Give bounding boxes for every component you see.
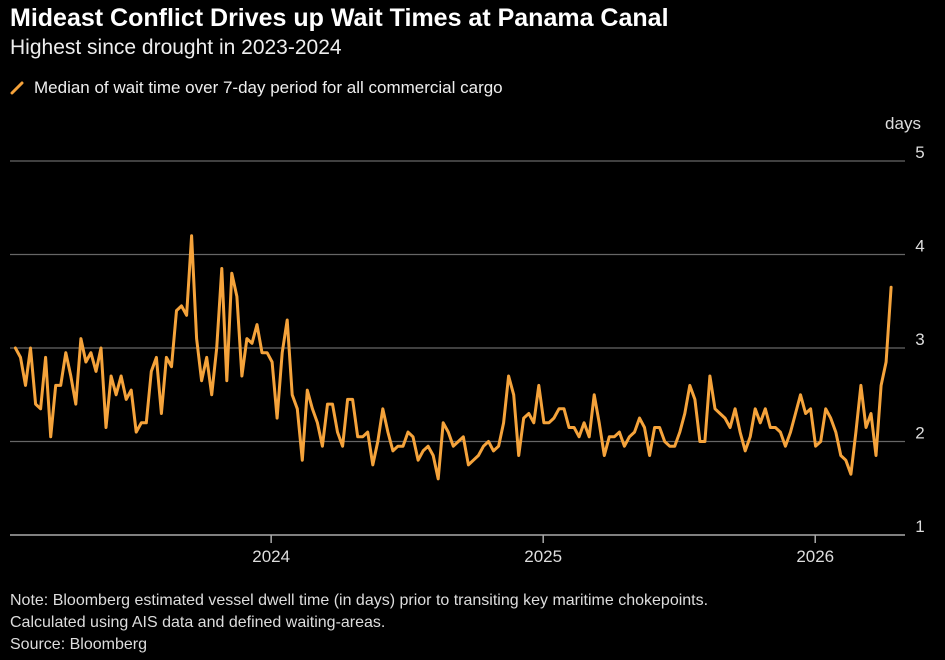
legend-line-icon (10, 81, 24, 95)
y-tick-label-3: 3 (915, 330, 924, 349)
chart-title: Mideast Conflict Drives up Wait Times at… (10, 4, 669, 32)
y-tick-label-1: 1 (915, 517, 924, 536)
grid-lines (10, 160, 905, 443)
axes: 1 2 3 4 5 days 2024 2025 2026 (10, 114, 925, 566)
chart-footer: Note: Bloomberg estimated vessel dwell t… (10, 590, 708, 656)
series (13, 234, 893, 481)
footer-note-2: Calculated using AIS data and defined wa… (10, 614, 386, 631)
footer-source: Source: Bloomberg (10, 636, 147, 653)
x-tick-label-2026: 2026 (796, 547, 834, 566)
x-tick-label-2025: 2025 (524, 547, 562, 566)
legend-label: Median of wait time over 7-day period fo… (34, 78, 503, 97)
y-axis-label: days (885, 114, 921, 133)
y-tick-label-2: 2 (915, 424, 924, 443)
y-tick-label-4: 4 (915, 237, 924, 256)
footer-note: Note: Bloomberg estimated vessel dwell t… (10, 592, 709, 609)
x-tick-label-2024: 2024 (252, 547, 290, 566)
chart-subtitle: Highest since drought in 2023-2024 (10, 36, 342, 59)
series-line-0 (13, 234, 893, 481)
y-tick-label-5: 5 (915, 143, 924, 162)
legend: Median of wait time over 7-day period fo… (10, 78, 503, 98)
